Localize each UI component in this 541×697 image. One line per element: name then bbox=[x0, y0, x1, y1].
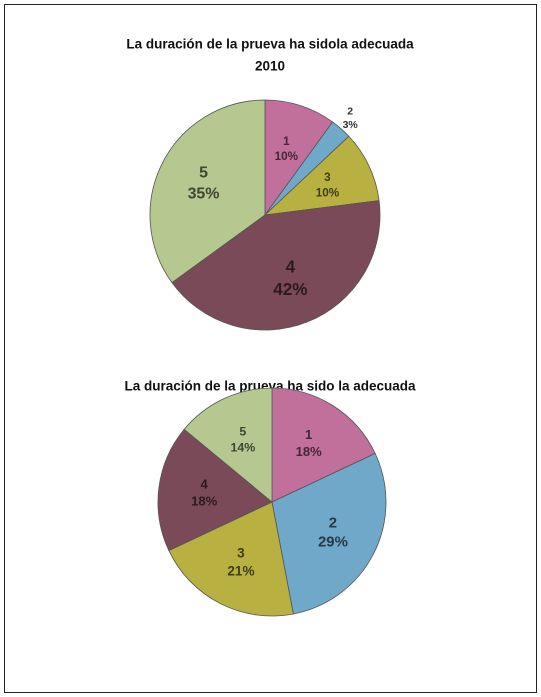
slice-category: 2 bbox=[329, 514, 337, 531]
chart-title: La duración de la prueva ha sido la adec… bbox=[124, 379, 416, 394]
pie-slice bbox=[168, 501, 294, 617]
slice-value-label: 35% bbox=[188, 185, 220, 202]
slice-value-label: 21% bbox=[227, 563, 254, 578]
slice-value-label: 3% bbox=[343, 119, 359, 131]
slice-category: 1 bbox=[305, 427, 312, 442]
slice-category: 4 bbox=[286, 257, 296, 277]
chart-subtitle: 2010 bbox=[255, 59, 285, 74]
pie-slice bbox=[264, 99, 334, 217]
slice-value-label: 10% bbox=[275, 150, 299, 163]
slice-value-label: 18% bbox=[296, 444, 323, 459]
slice-value-label: 10% bbox=[316, 186, 340, 199]
pie-slice bbox=[157, 428, 273, 552]
pie-slice bbox=[171, 200, 381, 331]
slice-category: 3 bbox=[324, 171, 331, 184]
slice-value-label: 42% bbox=[273, 279, 307, 299]
pie-slice bbox=[271, 452, 387, 615]
slice-category: 3 bbox=[237, 546, 245, 561]
slice-category: 4 bbox=[201, 476, 209, 491]
slice-category: 5 bbox=[239, 424, 246, 438]
slice-category: 1 bbox=[283, 135, 290, 148]
chart-title: La duración de la prueva ha sidola adecu… bbox=[126, 37, 414, 52]
slice-value-label: 18% bbox=[191, 493, 218, 508]
slice-category: 2 bbox=[347, 105, 353, 117]
slice-category: 5 bbox=[199, 165, 208, 182]
slice-value-label: 29% bbox=[318, 534, 348, 551]
slice-value-label: 14% bbox=[230, 440, 255, 454]
pie-slice bbox=[271, 387, 376, 503]
pie-slice bbox=[183, 387, 273, 503]
pie-slice bbox=[149, 99, 266, 284]
pie-slice bbox=[263, 135, 380, 216]
